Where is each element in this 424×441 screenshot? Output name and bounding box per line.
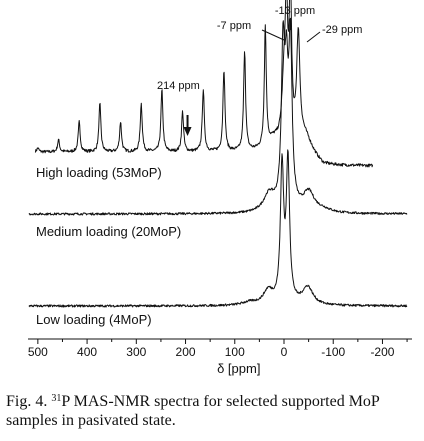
spectrum-line-1: [34, 0, 374, 168]
caption-superscript: 31: [51, 393, 62, 404]
caption-text: P MAS-NMR spectra for selected supported…: [6, 393, 380, 429]
x-tick-label-0: 500: [28, 345, 48, 359]
annotation-line-29ppm: [306, 31, 321, 43]
series-label-1: High loading (53MoP): [36, 165, 162, 180]
x-tick-label-7: -200: [370, 345, 394, 359]
annotation-label-29ppm: -29 ppm: [322, 24, 362, 36]
x-tick-label-1: 400: [77, 345, 97, 359]
x-tick-label-2: 300: [126, 345, 146, 359]
x-tick-label-4: 100: [225, 345, 245, 359]
spectrum-line-3: [28, 149, 408, 308]
x-tick-label-5: 0: [281, 345, 288, 359]
annotation-line-7ppm: [261, 29, 285, 41]
x-tick-label-6: -100: [321, 345, 345, 359]
annotation-label-7ppm: -7 ppm: [217, 20, 251, 32]
x-tick-label-3: 200: [176, 345, 196, 359]
series-labels: High loading (53MoP) Medium loading (20Mo…: [36, 165, 181, 327]
annotation-label-13ppm: -13 ppm: [275, 5, 315, 17]
annotation-label-214ppm: 214 ppm: [157, 80, 200, 92]
x-axis: 500 400 300 200 100 0 -100 -200 δ [ppm]: [28, 338, 412, 376]
x-axis-title: δ [ppm]: [217, 361, 260, 376]
series-label-3: Low loading (4MoP): [36, 312, 152, 327]
spectrum-line-2: [28, 17, 408, 216]
nmr-spectra-plot: -13 ppm -7 ppm -29 ppm 214 ppm 500 400 300 200…: [28, 0, 412, 376]
series-label-2: Medium loading (20MoP): [36, 224, 181, 239]
figure-caption: Fig. 4. 31P MAS-NMR spectra for selected…: [6, 392, 420, 430]
spectra-layer: [28, 0, 408, 308]
annotation-arrow-head: [183, 127, 192, 136]
caption-prefix: Fig. 4.: [6, 393, 52, 410]
annotation-layer: -13 ppm -7 ppm -29 ppm 214 ppm: [157, 5, 362, 136]
